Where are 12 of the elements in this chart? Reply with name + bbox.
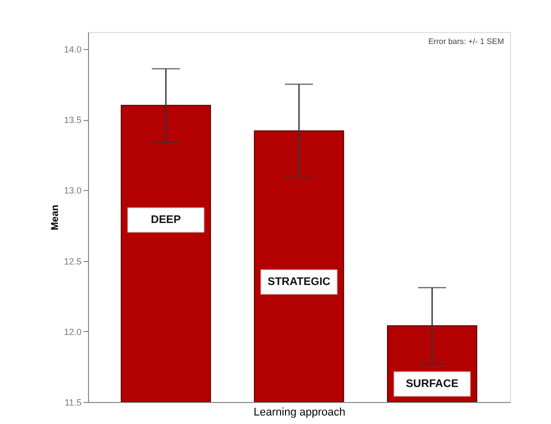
y-tick-label: 12.0 (64, 326, 82, 337)
x-axis-title: Learning approach (254, 406, 346, 418)
y-tick-label: 14.0 (64, 44, 82, 54)
x-tick-label: DEEP (150, 214, 181, 226)
x-tick-label: STRATEGIC (268, 276, 330, 288)
y-tick-label: 11.5 (64, 398, 82, 408)
annotation: Error bars: +/- 1 SEM (428, 37, 504, 46)
y-tick-label: 12.5 (64, 256, 82, 266)
y-axis-title: Mean (50, 204, 61, 230)
y-tick-label: 13.0 (64, 186, 82, 196)
x-tick-label: SURFACE (406, 378, 458, 390)
y-tick-label: 13.5 (64, 115, 82, 126)
